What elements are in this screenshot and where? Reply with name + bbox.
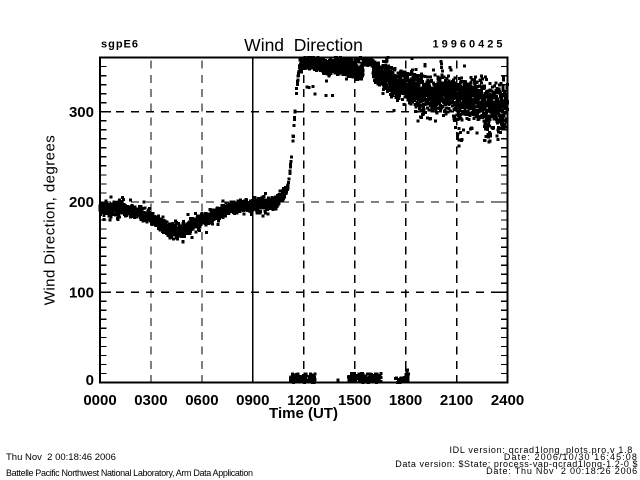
svg-text:2100: 2100 (440, 392, 473, 409)
svg-text:0600: 0600 (185, 392, 218, 409)
svg-text:19960425: 19960425 (433, 39, 506, 51)
svg-text:Date: Thu Nov 2 00:18:26 2006: Date: Thu Nov 2 00:18:26 2006 (486, 466, 638, 476)
svg-text:IDL version: qcrad1long_plots.: IDL version: qcrad1long_plots.pro,v 1.8 (449, 445, 633, 455)
svg-text:Battelle Pacific Northwest Nat: Battelle Pacific Northwest National Labo… (6, 468, 253, 478)
svg-text:1200: 1200 (287, 392, 320, 409)
svg-text:Data version: $State: process-: Data version: $State: process-vap-qcrad1… (395, 459, 638, 469)
svg-text:Wind Direction: Wind Direction (244, 35, 363, 55)
svg-text:0: 0 (86, 372, 94, 389)
svg-text:1500: 1500 (338, 392, 371, 409)
svg-text:0000: 0000 (83, 392, 116, 409)
svg-text:Date: 2006/10/30 16:45:08: Date: 2006/10/30 16:45:08 (504, 452, 638, 462)
svg-text:Wind Direction, degrees: Wind Direction, degrees (42, 135, 59, 305)
svg-text:0900: 0900 (236, 392, 269, 409)
svg-text:Thu Nov 2 00:18:46 2006: Thu Nov 2 00:18:46 2006 (6, 452, 116, 463)
svg-text:Time (UT): Time (UT) (269, 405, 338, 422)
svg-text:0300: 0300 (134, 392, 167, 409)
svg-text:300: 300 (69, 104, 94, 121)
svg-text:2400: 2400 (491, 392, 524, 409)
svg-text:100: 100 (69, 284, 94, 301)
svg-text:sgpE6: sgpE6 (101, 39, 139, 51)
svg-text:1800: 1800 (389, 392, 422, 409)
svg-text:200: 200 (69, 194, 94, 211)
